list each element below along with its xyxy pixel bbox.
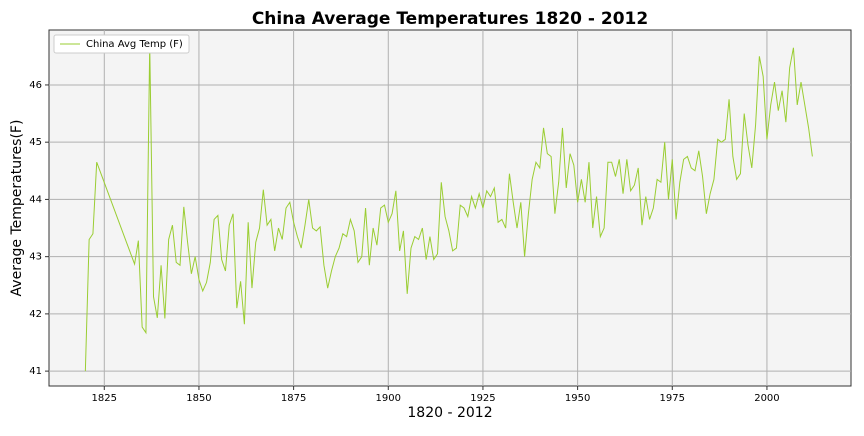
plot-area — [48, 29, 852, 387]
data-line — [84, 44, 813, 372]
x-tick-label: 2000 — [754, 393, 779, 404]
x-tick-label: 1850 — [186, 393, 211, 404]
x-tick-label: 1950 — [565, 393, 590, 404]
x-tick-label: 1900 — [376, 393, 401, 404]
y-tick-label: 42 — [29, 309, 42, 320]
legend-box — [53, 34, 190, 54]
y-tick-label: 43 — [29, 252, 42, 263]
chart-title: China Average Temperatures 1820 - 2012 — [252, 9, 648, 29]
legend-label: China Avg Temp (F) — [86, 39, 183, 50]
y-tick-label: 44 — [29, 194, 42, 205]
y-tick-label: 41 — [29, 366, 42, 377]
x-tick-label: 1975 — [660, 393, 685, 404]
y-tick-label: 46 — [29, 80, 42, 91]
x-axis-label: 1820 - 2012 — [407, 405, 492, 421]
y-axis-label: Average Temperatures(F) — [9, 120, 25, 297]
y-tick-label: 45 — [29, 137, 42, 148]
x-tick-label: 1925 — [470, 393, 495, 404]
x-tick-label: 1875 — [281, 393, 306, 404]
x-tick-label: 1825 — [92, 393, 117, 404]
